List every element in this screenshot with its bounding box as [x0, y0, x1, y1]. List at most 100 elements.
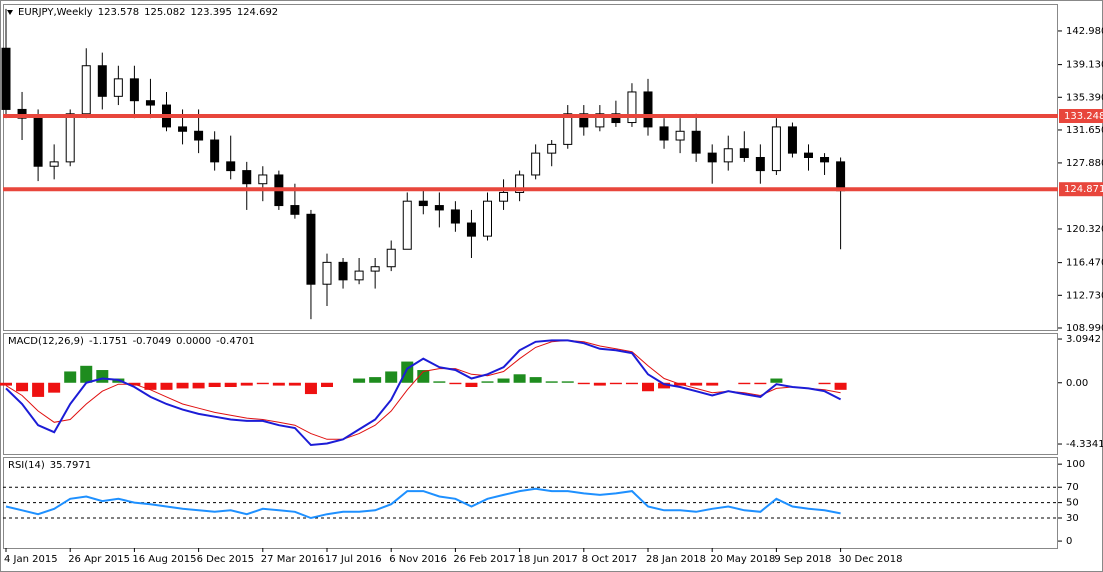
- candle-body: [338, 261, 348, 281]
- x-tick-label: 18 Jun 2017: [518, 554, 578, 565]
- y-tick-label: 142.980: [1066, 26, 1103, 37]
- histogram-bar: [577, 382, 590, 385]
- y-tick-label: 112.730: [1066, 290, 1103, 301]
- histogram-bar: [561, 381, 574, 383]
- histogram-bar: [240, 382, 253, 386]
- histogram-bar: [353, 378, 366, 383]
- candle-body: [643, 91, 653, 128]
- histogram-bar: [288, 382, 301, 386]
- candle-body: [691, 130, 701, 154]
- header-value: -0.4701: [216, 336, 255, 347]
- y-tick-label: 116.470: [1066, 258, 1103, 269]
- y-tick-label: 100: [1066, 459, 1085, 470]
- level-label: 124.871: [1064, 184, 1103, 195]
- candle-body: [707, 152, 717, 163]
- panel-header: EURJPY,Weekly 123.578 125.082 123.395 124.69…: [18, 7, 278, 18]
- x-tick-label: 9 Sep 2018: [774, 554, 831, 565]
- candle-body: [354, 270, 364, 281]
- histogram-bar: [369, 377, 382, 383]
- histogram-bar: [658, 382, 671, 389]
- x-tick-label: 26 Feb 2017: [453, 554, 515, 565]
- candle-body: [145, 100, 155, 106]
- indicator-title: EURJPY,Weekly: [18, 7, 93, 18]
- histogram-bar: [593, 382, 606, 386]
- x-tick-label: 28 Jan 2018: [646, 554, 706, 565]
- y-tick-label: 131.650: [1066, 125, 1103, 136]
- y-tick-label: 3.0942: [1066, 334, 1101, 345]
- level-label: 133.248: [1064, 111, 1103, 122]
- histogram-bar: [417, 370, 430, 383]
- candle-body: [418, 200, 428, 207]
- candle-body: [97, 65, 107, 97]
- histogram-bar: [738, 382, 751, 385]
- x-tick-label: 20 May 2018: [710, 554, 775, 565]
- histogram-bar: [304, 382, 317, 395]
- histogram-bar: [545, 381, 558, 383]
- candle-body: [836, 161, 846, 192]
- candle-body: [531, 152, 541, 176]
- candle-body: [226, 161, 236, 172]
- candle-body: [322, 261, 332, 285]
- header-value: 124.692: [237, 7, 278, 18]
- candle-body: [113, 78, 123, 97]
- price-panel: [3, 4, 1058, 331]
- histogram-bar: [690, 382, 703, 386]
- candle-body: [450, 209, 460, 224]
- candle-body: [820, 156, 830, 163]
- y-tick-label: 139.130: [1066, 60, 1103, 71]
- header-value: 123.395: [190, 7, 231, 18]
- candle-body: [595, 113, 605, 128]
- x-tick-label: 16 Aug 2015: [132, 554, 196, 565]
- histogram-bar: [754, 382, 767, 385]
- histogram-bar: [433, 381, 446, 383]
- histogram-bar: [401, 361, 414, 383]
- candle-body: [547, 143, 557, 154]
- candle-body: [33, 117, 43, 167]
- header-value: 123.578: [98, 7, 139, 18]
- histogram-bar: [176, 382, 189, 389]
- candle-body: [579, 113, 589, 128]
- histogram-bar: [256, 382, 269, 385]
- histogram-bar: [48, 382, 61, 393]
- histogram-bar: [32, 382, 45, 397]
- histogram-bar: [834, 382, 847, 390]
- rsi-line: [5, 487, 841, 520]
- histogram-bar: [513, 374, 526, 383]
- histogram-bar: [529, 377, 542, 383]
- histogram-bar: [16, 382, 29, 392]
- menu-arrow[interactable]: [7, 10, 13, 15]
- y-tick-label: 108.990: [1066, 323, 1103, 334]
- y-tick-label: -4.3341: [1066, 439, 1103, 450]
- x-tick-label: 26 Apr 2015: [68, 554, 130, 565]
- histogram-bar: [96, 370, 109, 383]
- candle-body: [723, 148, 733, 163]
- candle-body: [499, 191, 509, 202]
- candle-body: [659, 126, 669, 141]
- candle-body: [242, 170, 252, 185]
- x-tick-label: 6 Dec 2015: [197, 554, 255, 565]
- y-tick-label: 50: [1066, 498, 1079, 509]
- x-tick-label: 17 Jul 2016: [325, 554, 382, 565]
- candle-body: [627, 91, 637, 124]
- histogram-bar: [224, 382, 237, 388]
- histogram-bar: [321, 382, 333, 388]
- x-tick-label: 4 Jan 2015: [4, 554, 58, 565]
- candle-body: [515, 174, 525, 193]
- y-tick-label: 127.880: [1066, 158, 1103, 169]
- level-label-box: [1059, 109, 1103, 124]
- candle-body: [129, 78, 139, 102]
- candle-body: [787, 126, 797, 154]
- x-tick-label: 6 Nov 2016: [389, 554, 447, 565]
- candle-body: [771, 126, 781, 172]
- x-tick-label: 8 Oct 2017: [582, 554, 637, 565]
- macd-panel: [3, 333, 1058, 455]
- histogram-bar: [609, 382, 622, 385]
- histogram-bar: [144, 382, 157, 390]
- candle-body: [178, 126, 188, 132]
- header-value: 35.7971: [50, 460, 91, 471]
- candle-body: [675, 130, 685, 141]
- y-tick-label: 30: [1066, 513, 1079, 524]
